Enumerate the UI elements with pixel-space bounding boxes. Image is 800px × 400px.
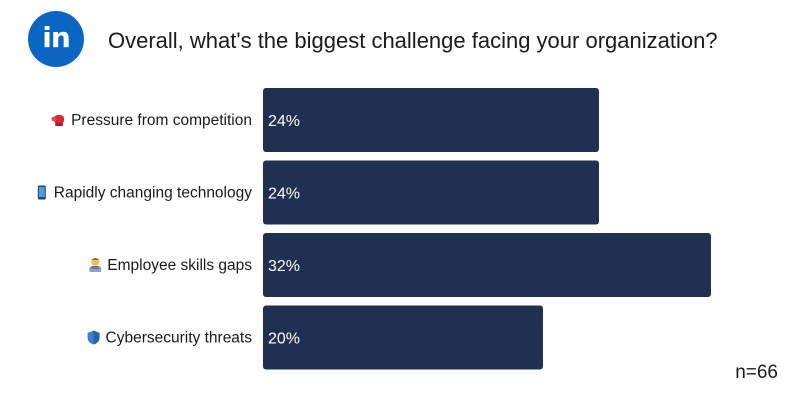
mobile-phone-icon [37, 185, 46, 200]
sample-size-label: n=66 [735, 362, 778, 383]
technologist-icon [89, 258, 102, 272]
category-label: Cybersecurity threats [106, 330, 253, 347]
bar [263, 305, 543, 370]
linkedin-logo: in [28, 11, 84, 67]
bar-value-label: 24% [268, 113, 300, 130]
bar-value-label: 24% [268, 186, 300, 203]
boxing-glove-icon [51, 115, 65, 126]
bar [263, 88, 599, 152]
linkedin-logo-text: in [42, 21, 71, 54]
bar-value-label: 32% [268, 258, 300, 275]
category-label: Rapidly changing technology [54, 185, 252, 202]
bar [263, 233, 711, 297]
chart-title: Overall, what's the biggest challenge fa… [108, 28, 718, 53]
category-label: Employee skills gaps [107, 257, 252, 274]
shield-icon [87, 330, 100, 345]
category-label: Pressure from competition [71, 112, 252, 129]
bar-value-label: 20% [268, 331, 300, 348]
bar [263, 160, 599, 225]
